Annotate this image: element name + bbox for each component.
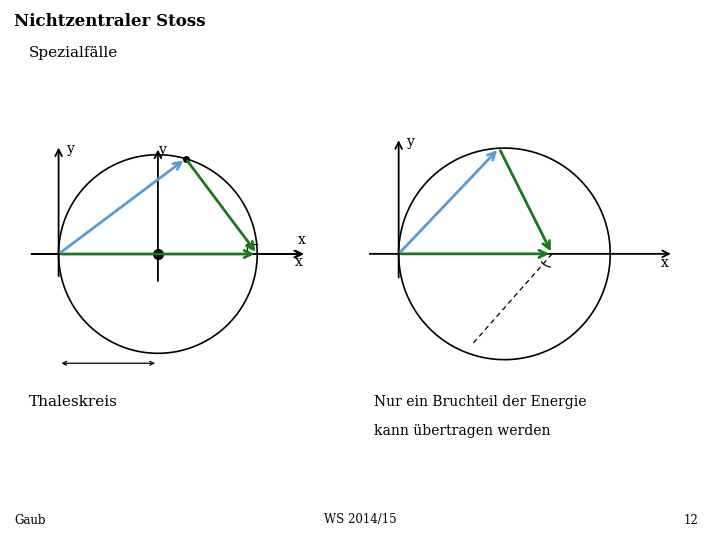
Text: Nichtzentraler Stoss: Nichtzentraler Stoss [14,14,206,30]
Text: y: y [158,143,166,157]
Text: y: y [66,141,74,156]
Text: Gaub: Gaub [14,514,46,526]
Text: x: x [298,233,305,247]
Text: kann übertragen werden: kann übertragen werden [374,424,551,438]
Text: 12: 12 [684,514,698,526]
Text: Spezialfälle: Spezialfälle [29,46,118,60]
Text: Nur ein Bruchteil der Energie: Nur ein Bruchteil der Energie [374,395,587,409]
Text: WS 2014/15: WS 2014/15 [324,514,396,526]
Text: Thaleskreis: Thaleskreis [29,395,117,409]
Text: x: x [661,255,669,269]
Text: x: x [295,255,303,269]
Text: y: y [407,135,415,149]
